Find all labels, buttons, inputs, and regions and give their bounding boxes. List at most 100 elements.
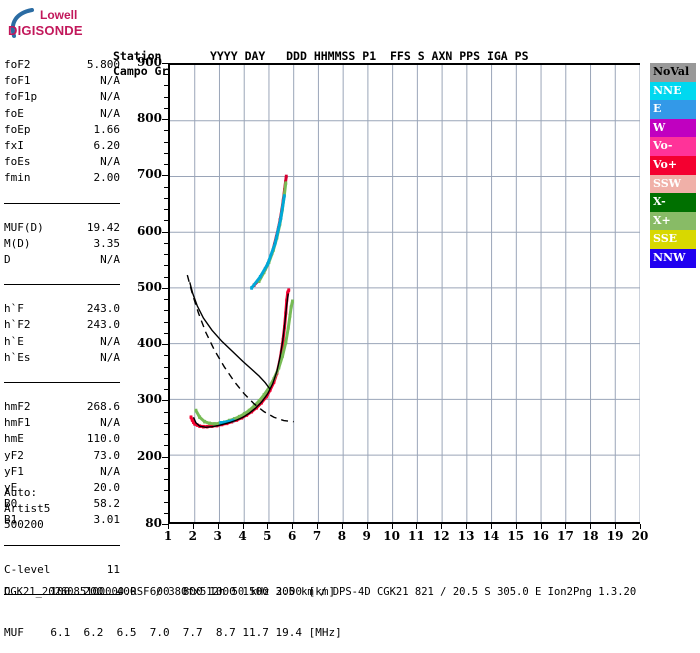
param-key-yf2: yF2 (4, 448, 24, 462)
legend-item-sse[interactable]: SSE (650, 230, 696, 249)
logo-lowell-text: Lowell (40, 8, 78, 22)
header-label-station: Station (113, 49, 210, 63)
direction-legend: NoVal NNE E W Vo- Vo+ SSW X- X+ SSE NNW (650, 63, 696, 268)
x-axis-tick (615, 524, 617, 529)
y-axis-tick (162, 524, 168, 525)
param-value-h-f: 243.0 (86, 302, 120, 316)
x-axis-tick (466, 524, 468, 529)
x-axis-label-11: 11 (408, 529, 425, 543)
x-axis-tick (515, 524, 517, 529)
x-axis-tick (590, 524, 592, 529)
x-axis-label-3: 3 (213, 529, 222, 543)
header-label-ddd: DDD (286, 49, 314, 63)
autoscaling-info: Auto: Artist5 500200 (4, 485, 50, 533)
y-axis-tick (162, 344, 168, 346)
y-axis-minor-tick (164, 310, 168, 312)
ionogram-plot[interactable] (168, 63, 640, 524)
x-axis-label-14: 14 (482, 529, 500, 543)
x-axis-label-4: 4 (238, 529, 247, 543)
y-axis-minor-tick (164, 389, 168, 391)
legend-item-vo-[interactable]: Vo+ (650, 155, 696, 175)
y-axis-minor-tick (164, 377, 168, 379)
header-label-ffs: FFS (389, 49, 418, 63)
header-label-iga: IGA (486, 49, 515, 63)
x-axis-tick (366, 524, 368, 529)
param-row: D N/A (4, 252, 120, 268)
param-key-fmin: fmin (4, 171, 31, 185)
param-value-ye: 20.0 (93, 481, 121, 495)
param-value-hme: 110.0 (86, 432, 120, 446)
divider-line (4, 528, 120, 546)
x-axis-tick (242, 524, 244, 529)
x-axis-label-6: 6 (288, 529, 297, 543)
header-label-day: DAY (244, 49, 287, 63)
y-axis-tick (162, 400, 168, 402)
param-row: h`F2 243.0 (4, 317, 120, 333)
y-axis-minor-tick (164, 490, 168, 492)
param-row: hmF2 268.6 (4, 399, 120, 415)
y-axis-tick (162, 231, 168, 233)
auto-program: Artist5 (4, 502, 51, 515)
legend-item-nne[interactable]: NNE (650, 81, 696, 101)
param-value-d: N/A (100, 253, 120, 267)
y-axis-label-600: 600 (136, 223, 162, 238)
param-key-ye: yE (4, 481, 18, 495)
divider-line (4, 366, 120, 384)
x-axis-label-18: 18 (581, 529, 599, 543)
x-axis-label-2: 2 (188, 529, 197, 543)
legend-item-w[interactable]: W (650, 118, 696, 138)
y-axis-label-300: 300 (136, 392, 162, 407)
y-axis-minor-tick (164, 186, 168, 188)
y-axis-minor-tick (164, 209, 168, 211)
param-value-fof1: N/A (100, 74, 120, 88)
divider-line (4, 577, 120, 595)
y-axis-tick (162, 456, 168, 458)
y-axis-label-800: 800 (136, 111, 162, 126)
legend-item-ssw[interactable]: SSW (650, 174, 696, 194)
y-axis-minor-tick (164, 276, 168, 278)
y-axis-minor-tick (164, 479, 168, 481)
y-axis-minor-tick (164, 141, 168, 143)
x-axis-tick (267, 524, 269, 529)
ionogram-traces (186, 174, 294, 429)
header-label-hhmmss: HHMMSS (313, 49, 363, 63)
param-row: foF1 N/A (4, 73, 120, 89)
x-axis-tick (192, 524, 194, 529)
param-row: B0 58.2 (4, 496, 120, 512)
y-axis-minor-tick (164, 220, 168, 222)
x-axis-tick (217, 524, 219, 529)
y-axis-minor-tick (164, 197, 168, 199)
header-label-p1: P1 (362, 49, 390, 63)
legend-item-noval[interactable]: NoVal (650, 63, 696, 82)
param-key-h-e: h`E (4, 334, 24, 348)
param-key-fxi: fxI (4, 139, 24, 153)
param-key-h-f2: h`F2 (4, 318, 31, 332)
y-axis-minor-tick (164, 242, 168, 244)
x-axis-tick (640, 524, 641, 529)
param-key-d: D (4, 253, 11, 267)
x-axis-tick (317, 524, 319, 529)
legend-item-x-[interactable]: X- (650, 193, 696, 212)
y-axis-minor-tick (164, 130, 168, 132)
legend-item-x-[interactable]: X+ (650, 211, 696, 231)
param-value-hmf2: 268.6 (86, 400, 120, 414)
y-axis-minor-tick (164, 366, 168, 368)
x-axis-label-12: 12 (432, 529, 450, 543)
y-axis-minor-tick (164, 96, 168, 98)
distance-row: D 100 200 400 600 800 1000 1500 3000 [km… (4, 585, 336, 598)
y-axis-minor-tick (164, 254, 168, 256)
x-axis-label-15: 15 (507, 529, 525, 543)
x-axis-tick (341, 524, 343, 529)
y-axis-minor-tick (164, 434, 168, 436)
lowell-digisonde-logo: Lowell DIGISONDE (6, 4, 126, 44)
y-axis-tick (162, 287, 168, 289)
header-label-pps: PPS (459, 49, 487, 63)
x-axis-label-9: 9 (362, 529, 371, 543)
param-row: h`F 243.0 (4, 301, 120, 317)
legend-item-e[interactable]: E (650, 100, 696, 119)
legend-item-nnw[interactable]: NNW (650, 248, 696, 268)
legend-item-vo-[interactable]: Vo- (650, 137, 696, 156)
x-axis-tick (490, 524, 492, 529)
y-axis-minor-tick (164, 107, 168, 109)
param-key-foe: foE (4, 106, 24, 120)
